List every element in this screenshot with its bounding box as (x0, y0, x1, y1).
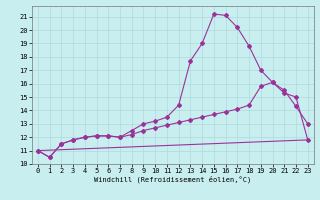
X-axis label: Windchill (Refroidissement éolien,°C): Windchill (Refroidissement éolien,°C) (94, 176, 252, 183)
